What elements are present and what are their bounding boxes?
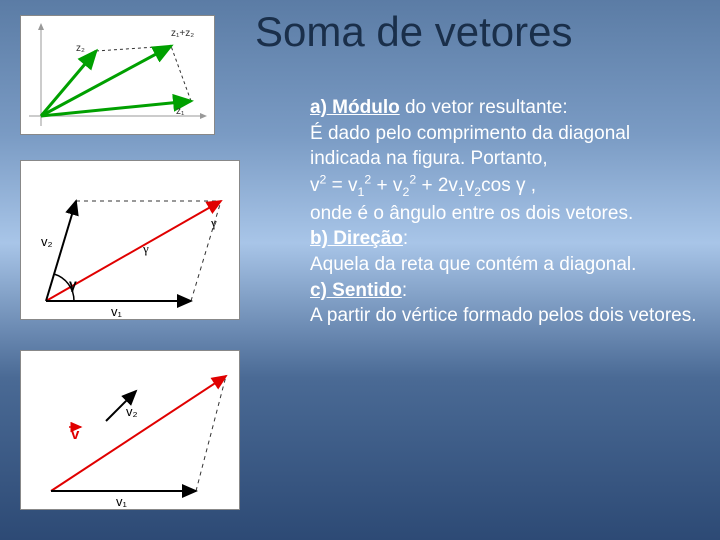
figure-2-svg: v₁ v₂ γ	[21, 161, 241, 321]
item-c-tail: :	[402, 280, 407, 301]
item-b-tail: :	[403, 228, 408, 249]
item-a-tail: do vetor resultante:	[400, 97, 568, 118]
svg-text:v₂: v₂	[41, 234, 53, 249]
item-a-body2: onde é o ângulo entre os dois vetores.	[310, 203, 633, 224]
svg-text:z₂: z₂	[76, 43, 85, 54]
svg-text:γ: γ	[69, 276, 77, 292]
figure-1-vector-sum: z₁ z₂ z₁+z₂	[20, 15, 215, 135]
figure-2-parallelogram: v₁ v₂ γ γ γ	[20, 160, 240, 320]
svg-text:v₁: v₁	[116, 494, 128, 509]
figure-1-svg: z₁ z₂ z₁+z₂	[21, 16, 216, 136]
gamma-mark-2: γ	[211, 215, 217, 231]
item-a-body1: É dado pelo comprimento da diagonal indi…	[310, 123, 630, 170]
item-b-body: Aquela da reta que contém a diagonal.	[310, 254, 636, 275]
svg-text:v₂: v₂	[126, 404, 138, 419]
slide-title: Soma de vetores	[255, 8, 573, 56]
item-b-label: b) Direção	[310, 228, 403, 249]
figure-3-svg: v₁ v₂ v	[21, 351, 241, 511]
content-text: a) Módulo do vetor resultante: É dado pe…	[310, 95, 700, 329]
item-c-body: A partir do vértice formado pelos dois v…	[310, 305, 697, 326]
svg-text:z₁: z₁	[176, 106, 185, 117]
svg-text:z₁+z₂: z₁+z₂	[171, 28, 194, 39]
gamma-mark-1: γ	[143, 241, 149, 257]
formula: v2 = v12 + v22 + 2v1v2cos γ ,	[310, 175, 536, 196]
figure-3-resultant: v₁ v₂ v	[20, 350, 240, 510]
svg-text:v: v	[71, 426, 80, 443]
item-c-label: c) Sentido	[310, 280, 402, 301]
svg-text:v₁: v₁	[111, 304, 123, 319]
item-a-label: a) Módulo	[310, 97, 400, 118]
